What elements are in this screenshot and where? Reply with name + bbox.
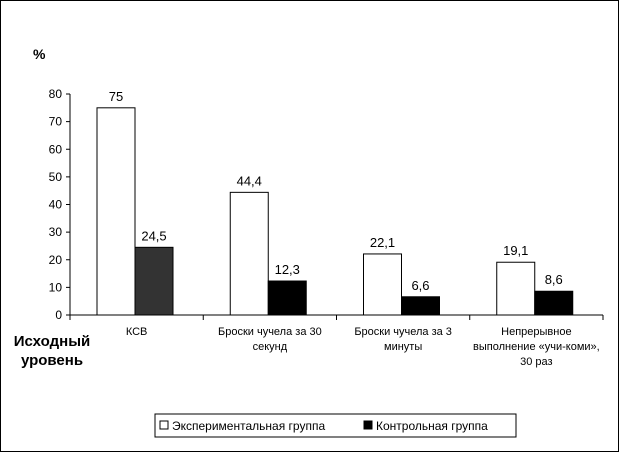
x-axis-label-line: уровень (21, 352, 83, 369)
bars (96, 107, 574, 316)
y-axis-label: % (33, 46, 46, 62)
data-label: 44,4 (237, 173, 262, 188)
legend-label-control: Контрольная группа (376, 419, 488, 433)
bar-experimental (229, 191, 269, 316)
y-tick-label: 50 (49, 170, 63, 184)
legend: Экспериментальная группа Контрольная гру… (154, 413, 517, 438)
x-axis-label: Исходный уровень (14, 333, 90, 369)
data-label: 6,6 (411, 278, 429, 293)
category-label: 30 раз (520, 356, 552, 368)
legend-swatch-experimental (159, 420, 169, 430)
data-label: 22,1 (370, 235, 395, 250)
bar-control (401, 296, 440, 316)
category-label: Броски чучела за 30 (218, 326, 322, 338)
y-tick-label: 0 (55, 308, 62, 322)
y-tick-label: 20 (49, 253, 63, 267)
category-label: КСВ (126, 326, 148, 338)
bar-control (134, 246, 174, 316)
x-axis-label-line: Исходный (14, 333, 90, 350)
y-tick-label: 40 (49, 198, 63, 212)
bar-control (267, 280, 307, 316)
value-labels: 75 44,4 22,1 19,1 24,5 12,3 6,6 8,6 (109, 89, 563, 293)
bar-experimental (96, 107, 136, 316)
category-label: секунд (253, 341, 288, 353)
legend-swatch-control (363, 420, 373, 430)
category-label: Непрерывное (501, 326, 571, 338)
data-label: 19,1 (503, 243, 528, 258)
legend-box (154, 413, 517, 438)
category-label: минуты (384, 341, 422, 353)
category-label: Броски чучела за 3 (354, 326, 452, 338)
bar-control (534, 290, 574, 316)
y-axis: 0 10 20 30 40 50 60 70 80 (49, 87, 71, 322)
category-labels: КСВ Броски чучела за 30 секунд Броски чучел… (126, 326, 600, 368)
legend-label-experimental: Экспериментальная группа (172, 419, 325, 433)
data-label: 8,6 (545, 272, 563, 287)
data-label: 75 (109, 89, 123, 104)
data-label: 24,5 (141, 228, 166, 243)
bar-experimental (496, 261, 536, 316)
bar-experimental (363, 253, 402, 316)
y-tick-label: 80 (49, 87, 63, 101)
category-label: выполнение «учи-коми», (473, 341, 600, 353)
data-label: 12,3 (275, 262, 300, 277)
y-tick-label: 30 (49, 225, 63, 239)
y-tick-label: 70 (49, 115, 63, 129)
y-tick-label: 60 (49, 142, 63, 156)
y-tick-label: 10 (49, 280, 63, 294)
